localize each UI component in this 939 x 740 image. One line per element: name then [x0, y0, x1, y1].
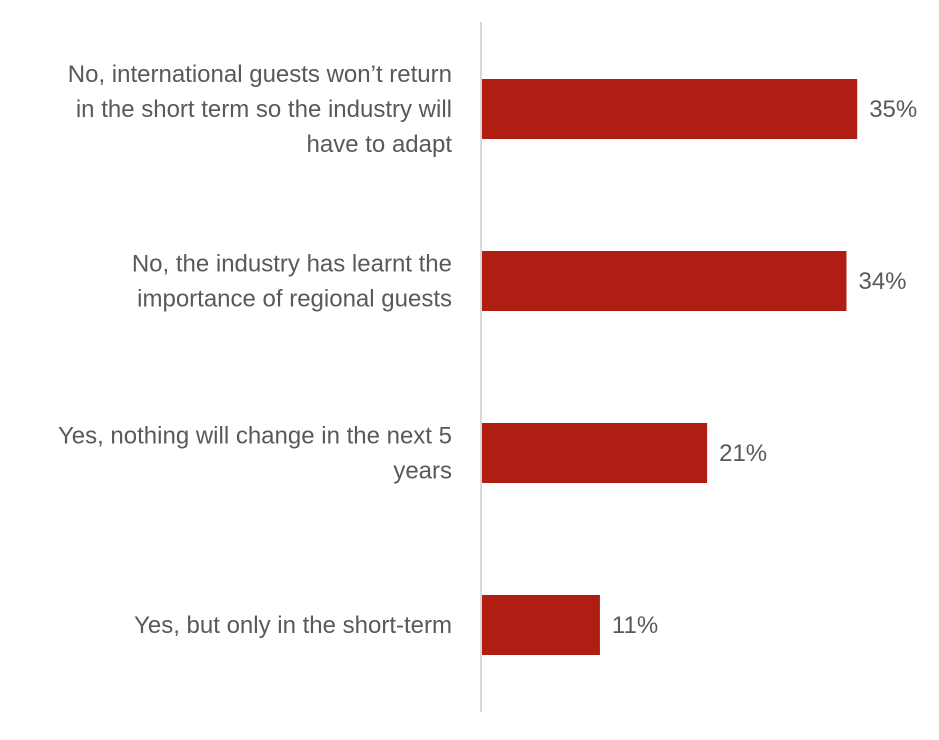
- bar-2: [482, 251, 847, 311]
- category-label-4-line-1: Yes, but only in the short-term: [134, 612, 452, 639]
- category-label-2-line-2: importance of regional guests: [137, 286, 452, 313]
- category-label-3-line-1: Yes, nothing will change in the next 5: [58, 423, 452, 450]
- bars-layer: [482, 79, 858, 655]
- bar-3: [482, 423, 708, 483]
- category-label-2: No, the industry has learnt the importanc…: [132, 251, 452, 313]
- category-label-3-line-2: years: [393, 458, 452, 485]
- category-label-1: No, international guests won’t return in …: [68, 61, 453, 158]
- category-labels-layer: No, international guests won’t return in …: [58, 61, 452, 639]
- category-label-3: Yes, nothing will change in the next 5 ye…: [58, 423, 452, 485]
- bar-1: [482, 79, 858, 139]
- category-label-2-line-1: No, the industry has learnt the: [132, 251, 452, 278]
- category-label-1-line-1: No, international guests won’t return: [68, 61, 452, 88]
- category-label-4: Yes, but only in the short-term: [134, 612, 452, 639]
- data-label-2: 34%: [858, 268, 906, 295]
- category-label-1-line-3: have to adapt: [307, 131, 453, 158]
- bar-4: [482, 595, 600, 655]
- data-label-1: 35%: [869, 96, 917, 123]
- data-label-4: 11%: [612, 612, 658, 639]
- value-labels-layer: 35% 34% 21% 11%: [612, 96, 917, 639]
- data-label-3: 21%: [719, 440, 767, 467]
- category-label-1-line-2: in the short term so the industry will: [76, 96, 452, 123]
